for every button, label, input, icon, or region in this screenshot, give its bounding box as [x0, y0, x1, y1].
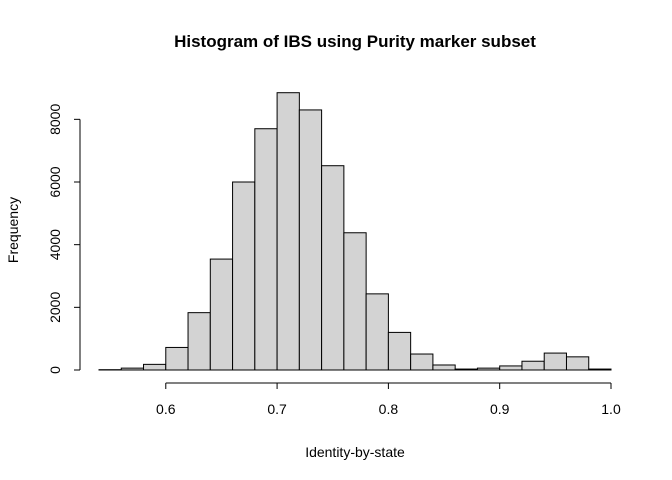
- histogram-bar: [298, 109, 323, 371]
- y-axis-label: Frequency: [5, 197, 21, 263]
- y-tick-label: 0: [47, 366, 63, 374]
- y-tick-label: 6000: [47, 166, 63, 197]
- histogram-bar: [499, 365, 523, 371]
- histogram-bar: [588, 368, 612, 371]
- histogram-bar: [432, 364, 456, 371]
- bars-group: [98, 92, 612, 371]
- histogram-bar: [521, 360, 545, 371]
- histogram-bar: [187, 312, 211, 371]
- histogram-bar: [276, 92, 300, 371]
- histogram-bar: [165, 346, 189, 371]
- histogram-bar: [120, 367, 145, 371]
- x-tick-label: 0.8: [379, 401, 399, 417]
- y-tick-label: 2000: [47, 292, 63, 323]
- x-tick-label: 0.6: [156, 401, 176, 417]
- histogram-bar: [343, 232, 367, 371]
- histogram-bar: [232, 181, 256, 371]
- y-tick-label: 8000: [47, 104, 63, 135]
- histogram-bar: [209, 258, 234, 371]
- histogram-bar: [565, 356, 590, 371]
- histogram-bar: [143, 363, 167, 371]
- chart-title: Histogram of IBS using Purity marker sub…: [174, 32, 536, 51]
- histogram-bar: [410, 353, 434, 371]
- histogram-bar: [476, 367, 501, 371]
- histogram-bar: [387, 331, 412, 371]
- histogram-bar: [321, 165, 345, 371]
- histogram-bar: [454, 368, 478, 371]
- histogram-bar: [543, 352, 567, 371]
- x-tick-label: 0.7: [267, 401, 287, 417]
- x-axis-label: Identity-by-state: [305, 444, 405, 460]
- y-tick-label: 4000: [47, 229, 63, 260]
- histogram-bar: [365, 293, 389, 371]
- x-tick-label: 1.0: [601, 401, 621, 417]
- x-axis: 0.6 0.7 0.8 0.9 1.0: [156, 382, 621, 417]
- y-axis: 0 2000 4000 6000 8000: [47, 104, 81, 374]
- histogram-bar: [254, 128, 278, 371]
- x-tick-label: 0.9: [490, 401, 510, 417]
